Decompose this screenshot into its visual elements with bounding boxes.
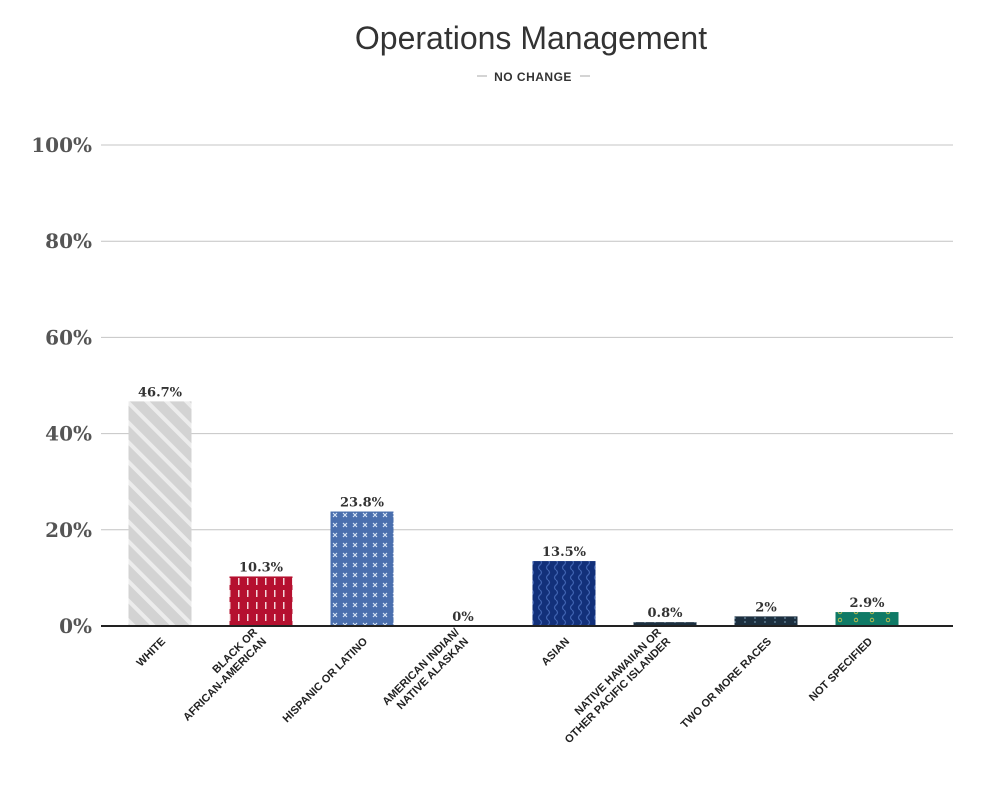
y-tick-label: 20% — [45, 518, 92, 542]
x-tick-label: TWO OR MORE RACES — [679, 636, 774, 731]
x-axis-ticks: WHITE BLACK ORAFRICAN-AMERICAN HISPANIC OR… — [135, 626, 876, 746]
svg-text:NOT SPECIFIED: NOT SPECIFIED — [807, 636, 875, 704]
y-tick-label: 0% — [59, 614, 92, 638]
y-tick-label: 80% — [45, 229, 92, 253]
chart-title: Operations Management — [355, 20, 707, 56]
bar — [633, 622, 697, 626]
data-label: 46.7% — [138, 385, 183, 400]
svg-text:HISPANIC OR LATINO: HISPANIC OR LATINO — [281, 635, 371, 725]
svg-text:BLACK ORAFRICAN-AMERICAN: BLACK ORAFRICAN-AMERICAN — [172, 626, 269, 723]
data-label: 0.8% — [648, 606, 684, 621]
bar — [229, 576, 293, 626]
x-tick-label: ASIAN — [539, 636, 572, 669]
bars — [128, 401, 899, 626]
data-label: 2% — [755, 600, 777, 615]
x-tick-label: NOT SPECIFIED — [807, 636, 875, 704]
bar — [330, 511, 394, 626]
data-label: 0% — [452, 610, 474, 625]
bar — [532, 561, 596, 626]
svg-text:TWO OR MORE RACES: TWO OR MORE RACES — [679, 636, 774, 731]
y-axis-ticks: 0% 20% 40% 60% 80% 100% — [31, 133, 92, 638]
x-tick-label: BLACK ORAFRICAN-AMERICAN — [172, 626, 269, 723]
gridlines — [101, 144, 953, 531]
data-labels: 46.7% 10.3% 23.8% 0% 13.5% 0.8% 2% 2.9% — [138, 385, 885, 625]
bar — [128, 401, 192, 626]
bar — [734, 616, 798, 626]
y-tick-label: 100% — [31, 133, 92, 157]
svg-text:WHITE: WHITE — [135, 636, 169, 670]
svg-text:AMERICAN INDIAN/NATIVE ALASKAN: AMERICAN INDIAN/NATIVE ALASKAN — [380, 626, 471, 717]
svg-text:ASIAN: ASIAN — [539, 636, 572, 669]
data-label: 2.9% — [850, 596, 886, 611]
x-tick-label: AMERICAN INDIAN/NATIVE ALASKAN — [380, 626, 471, 717]
chart-subtitle: NO CHANGE — [494, 70, 572, 84]
data-label: 23.8% — [340, 496, 385, 511]
x-tick-label: WHITE — [135, 636, 169, 670]
y-tick-label: 40% — [45, 422, 92, 446]
chart-subtitle-group: NO CHANGE — [477, 70, 590, 84]
data-label: 10.3% — [239, 560, 284, 575]
data-label: 13.5% — [542, 545, 587, 560]
x-tick-label: HISPANIC OR LATINO — [281, 635, 371, 725]
bar — [835, 612, 899, 626]
y-tick-label: 60% — [45, 325, 92, 349]
